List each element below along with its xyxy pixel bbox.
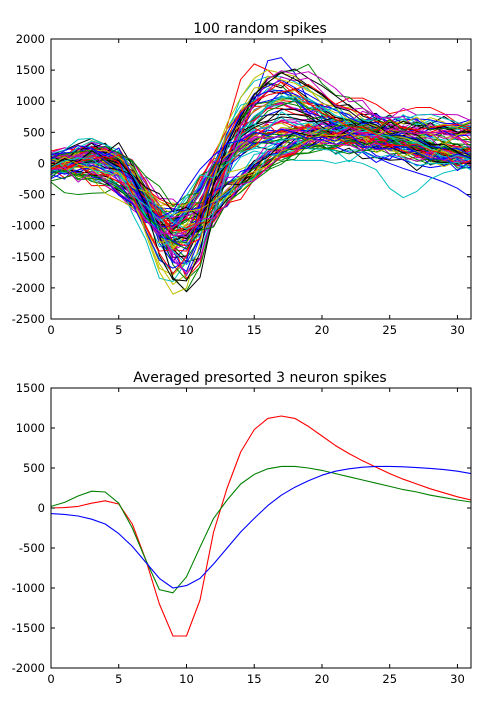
y-tick-label-top: 1000 [16,94,45,108]
y-tick-label-bottom: -2000 [12,661,45,675]
x-tick-label-top: 30 [450,323,465,337]
y-tick-label-bottom: -1500 [12,621,45,635]
y-tick-label-top: -500 [19,188,45,202]
y-tick-label-top: -1500 [12,250,45,264]
series-line-top-96 [51,128,471,218]
axes-frame-bottom [50,387,472,669]
y-tick-label-top: 1500 [16,63,45,77]
y-tick-label-top: 0 [38,156,45,170]
y-tick-label-bottom: 1500 [16,381,45,395]
axes-frame-top [50,38,472,320]
series-line-top-97 [51,119,471,250]
x-tick-label-top: 5 [115,323,122,337]
y-tick-label-bottom: 500 [23,461,45,475]
series-line-top-88 [51,120,471,217]
x-tick-label-bottom: 30 [450,672,465,686]
series-line-top-77 [51,81,471,247]
series-line-top-99 [51,137,471,222]
series-group-bottom [51,415,471,637]
x-tick-label-bottom: 25 [382,672,397,686]
series-line-top-87 [51,132,471,207]
y-tick-label-bottom: 1000 [16,421,45,435]
x-tick-label-top: 10 [179,323,194,337]
series-line-top-84 [51,125,471,232]
chart-title-bottom: Averaged presorted 3 neuron spikes [133,370,386,386]
plot-area-bottom [51,388,471,668]
series-line-top-85 [51,113,471,230]
series-line-top-89 [51,89,471,250]
x-tick-label-bottom: 15 [247,672,262,686]
y-tick-label-top: 500 [23,125,45,139]
y-tick-label-bottom: 0 [38,501,45,515]
series-line-top-95 [51,72,471,282]
x-tick-label-top: 20 [315,323,330,337]
series-line-top-92 [51,96,471,266]
x-tick-label-top: 25 [382,323,397,337]
series-line-top-58 [51,107,471,236]
x-tick-label-top: 0 [47,323,54,337]
x-tick-label-bottom: 10 [179,672,194,686]
x-tick-label-bottom: 0 [47,672,54,686]
x-tick-label-bottom: 20 [315,672,330,686]
x-tick-label-bottom: 5 [115,672,122,686]
series-line-top-83 [51,98,471,243]
x-tick-label-top: 15 [247,323,262,337]
series-line-top-100 [51,126,471,238]
y-tick-label-top: -1000 [12,219,45,233]
series-line-top-91 [51,118,471,232]
y-tick-label-top: -2000 [12,281,45,295]
y-tick-label-bottom: -500 [19,541,45,555]
y-tick-label-bottom: -1000 [12,581,45,595]
y-tick-label-top: -2500 [12,312,45,326]
series-group-top [51,57,471,295]
chart-title-top: 100 random spikes [193,21,327,37]
series-line-top-98 [51,89,471,275]
y-tick-label-top: 2000 [16,32,45,46]
series-line-bottom-3 [51,465,471,589]
series-line-bottom-2 [51,465,471,594]
